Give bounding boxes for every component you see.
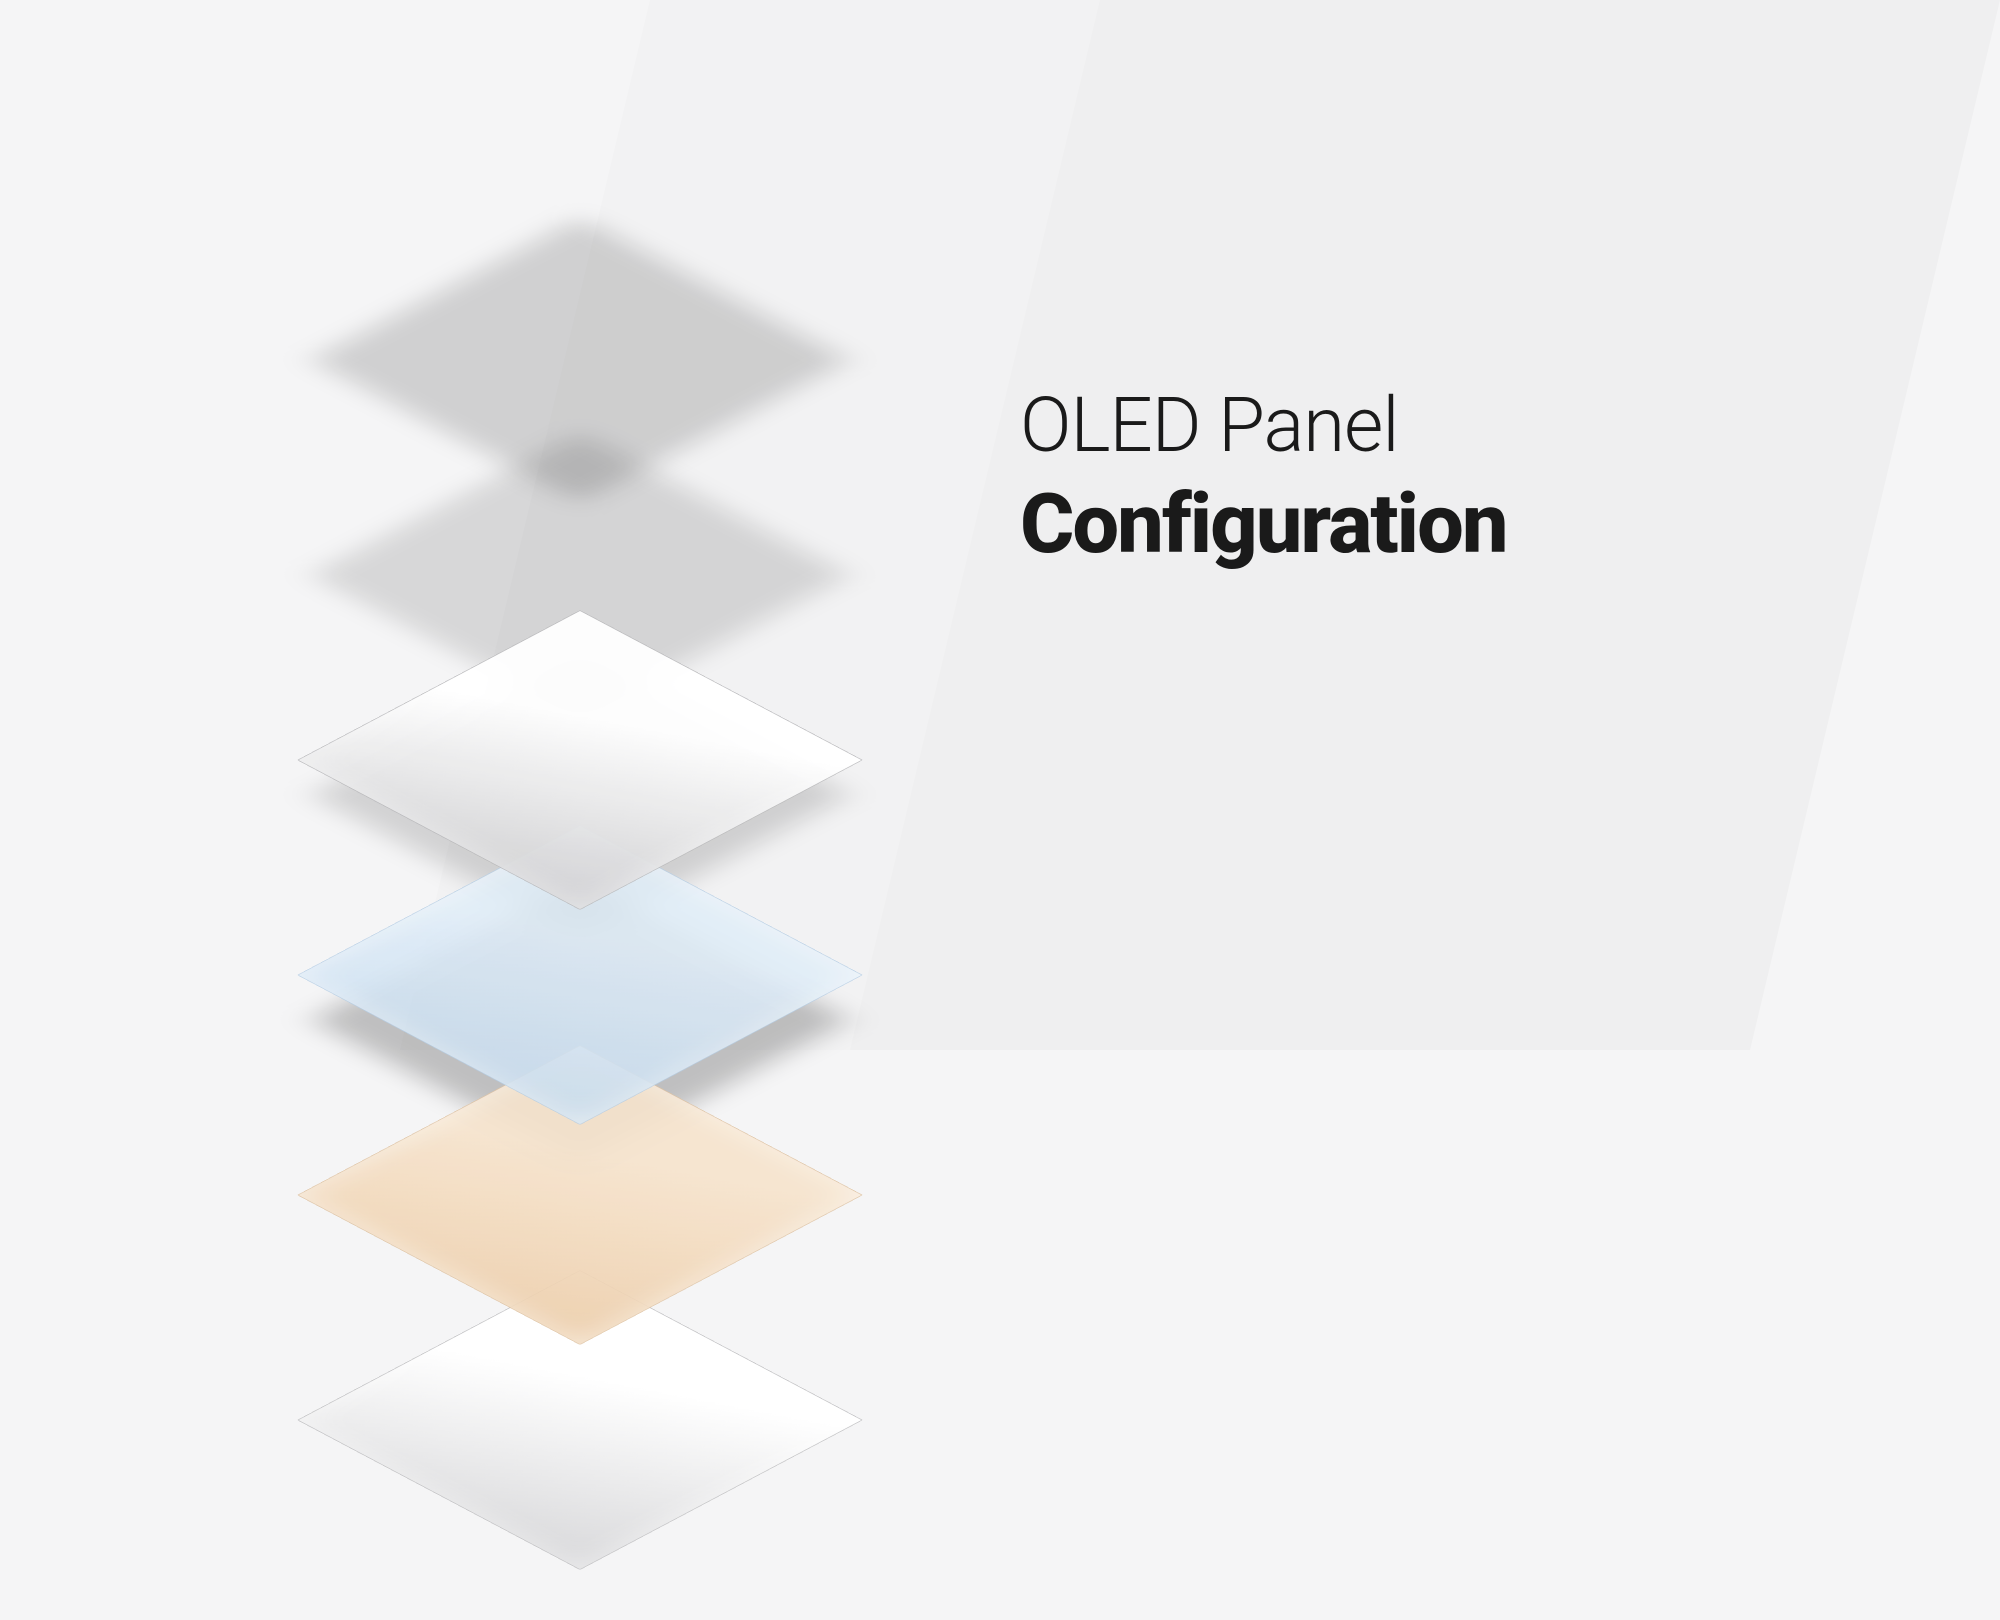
title-block: OLED Panel Configuration: [1020, 380, 1507, 573]
title-line1: OLED Panel: [1020, 380, 1507, 470]
layer-top: [297, 610, 863, 910]
layer-top-shadow: [311, 218, 848, 503]
title-line2: Configuration: [1020, 476, 1507, 573]
oled-layer-stack: [230, 40, 930, 1020]
